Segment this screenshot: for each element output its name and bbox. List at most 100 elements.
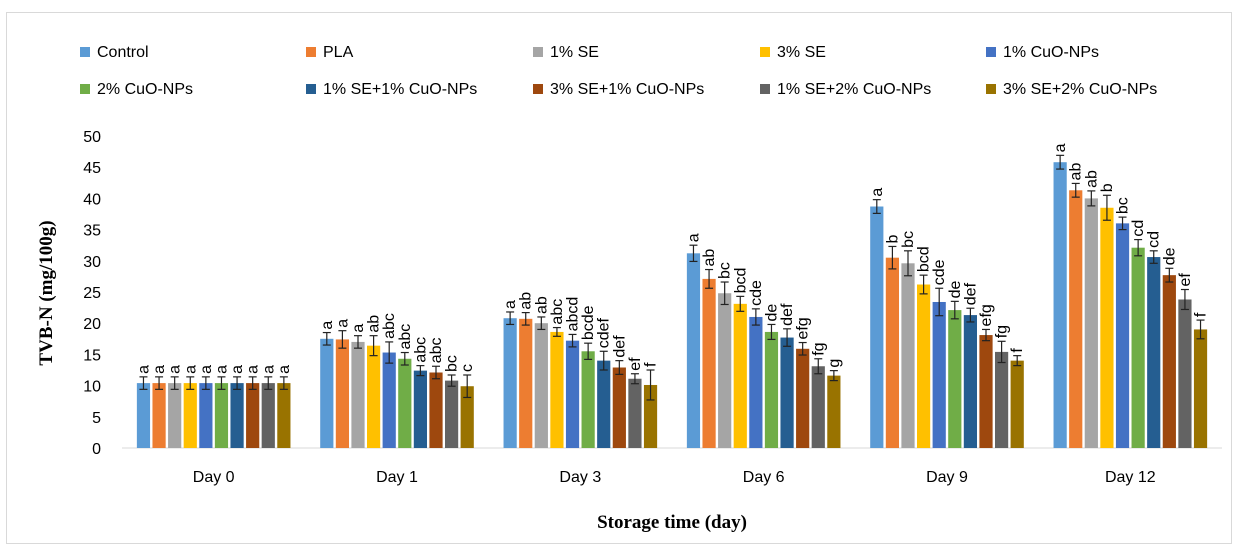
bar <box>367 345 381 448</box>
legend-swatch <box>533 84 543 94</box>
significance-letter: c <box>459 364 476 372</box>
bar <box>199 383 213 448</box>
bar <box>979 335 993 448</box>
legend-swatch <box>760 84 770 94</box>
error-bar <box>170 376 179 390</box>
significance-letter: a <box>167 365 184 374</box>
significance-letter: ab <box>366 315 383 333</box>
significance-letter: def <box>779 303 796 326</box>
bar <box>702 278 716 448</box>
bar <box>335 339 349 448</box>
significance-letter: f <box>643 362 660 367</box>
significance-letter: def <box>611 335 628 358</box>
bar <box>534 323 548 448</box>
significance-letter: ab <box>1068 163 1085 181</box>
error-bar <box>248 376 257 390</box>
error-bar <box>997 340 1006 364</box>
legend-swatch <box>760 47 770 57</box>
bar <box>214 383 229 448</box>
significance-letter: a <box>151 365 168 374</box>
bar <box>1178 299 1192 448</box>
significance-letter: abcd <box>565 297 582 332</box>
legend-swatch <box>986 84 996 94</box>
bar <box>550 331 564 448</box>
significance-letter: abc <box>428 337 445 363</box>
legend-label: 3% SE+1% CuO-NPs <box>550 81 704 98</box>
x-axis-title: Storage time (day) <box>597 512 747 533</box>
significance-letter: ef <box>1177 273 1194 287</box>
x-tick-label: Day 0 <box>193 469 235 486</box>
legend-item: 2% CuO-NPs <box>80 81 193 98</box>
significance-letter: ab <box>1083 170 1100 188</box>
significance-letter: a <box>685 233 702 242</box>
y-tick-label: 35 <box>83 223 101 240</box>
x-tick-label: Day 6 <box>743 469 785 486</box>
significance-letter: abc <box>549 299 566 325</box>
significance-letter: efg <box>978 304 995 326</box>
legend-item: 1% SE <box>533 44 599 61</box>
error-bar <box>400 351 409 366</box>
significance-letter: cde <box>748 280 765 306</box>
bar <box>995 351 1009 448</box>
bar <box>885 257 899 448</box>
significance-letter: a <box>276 365 293 374</box>
error-bar <box>1013 355 1022 367</box>
error-bar <box>385 341 394 364</box>
x-tick-label: Day 12 <box>1105 469 1156 486</box>
legend-swatch <box>533 47 543 57</box>
legend-swatch <box>80 47 90 57</box>
significance-letter: bcd <box>916 246 933 272</box>
bar <box>1100 207 1114 448</box>
error-bar <box>416 365 425 377</box>
error-bar <box>689 244 698 263</box>
significance-letter: b <box>1099 183 1116 192</box>
bar <box>503 318 517 448</box>
error-bar <box>338 330 347 349</box>
y-tick-label: 40 <box>83 191 101 208</box>
significance-letter: cd <box>1130 220 1147 237</box>
error-bar <box>1196 319 1205 340</box>
error-bar <box>1102 194 1111 221</box>
error-bar <box>966 307 975 323</box>
x-tick-label: Day 3 <box>559 469 601 486</box>
bar <box>519 318 533 448</box>
bar <box>963 315 977 448</box>
significance-letter: bcde <box>580 305 597 340</box>
error-bar <box>1056 154 1065 170</box>
bar <box>152 383 166 448</box>
error-bars <box>139 154 1205 401</box>
significance-letter: a <box>502 300 519 309</box>
legend-swatch <box>80 84 90 94</box>
bar <box>1115 223 1130 448</box>
error-bar <box>798 341 807 356</box>
bar <box>246 383 260 448</box>
error-bar <box>139 376 148 390</box>
bar <box>948 310 962 448</box>
error-bar <box>599 350 608 371</box>
error-bar <box>537 316 546 331</box>
bar <box>643 384 658 448</box>
bar <box>581 351 595 448</box>
legend-swatch <box>306 47 316 57</box>
bar <box>733 303 747 448</box>
error-bar <box>904 250 912 277</box>
significance-letter: abc <box>397 324 414 350</box>
error-bar <box>982 328 990 342</box>
significance-letter: bc <box>900 231 917 248</box>
significance-letter: f <box>1009 348 1026 353</box>
significance-letter: bc <box>1115 197 1132 214</box>
bar <box>1131 247 1145 448</box>
bar <box>413 370 427 448</box>
bar <box>901 263 915 448</box>
significance-letter: b <box>884 234 901 243</box>
bar <box>917 284 931 448</box>
significance-letter: de <box>1161 247 1178 265</box>
y-tick-label: 0 <box>92 441 101 458</box>
legend-label: 2% CuO-NPs <box>97 81 193 98</box>
significance-letter: cdef <box>596 317 613 348</box>
y-tick-label: 30 <box>83 254 101 271</box>
error-bar <box>552 326 561 337</box>
y-axis-title: TVB-N (mg/100g) <box>36 220 57 365</box>
bar <box>628 378 642 448</box>
legend-item: Control <box>80 44 149 61</box>
